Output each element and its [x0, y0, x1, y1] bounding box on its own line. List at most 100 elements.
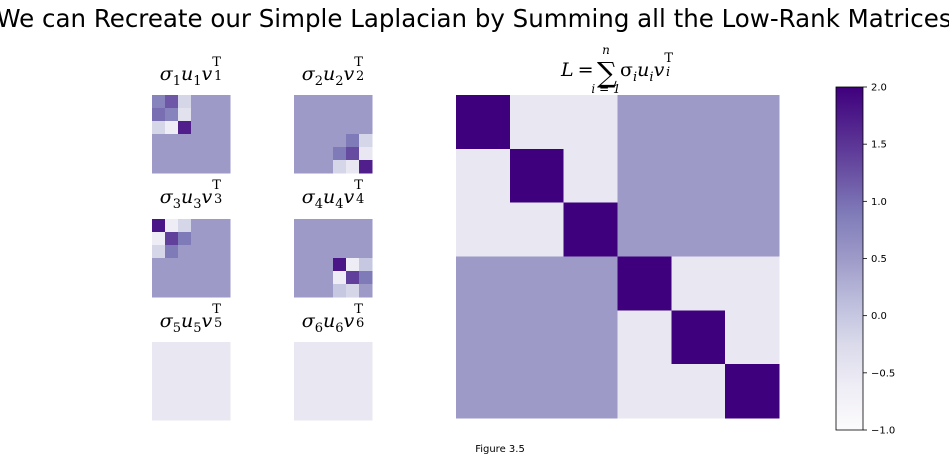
small-panel-6-cell-r4-c4 [346, 394, 360, 408]
panel-2-sup-t: T [354, 55, 363, 70]
panel-3-sym-u: u [181, 186, 193, 208]
small-panel-6-cell-r4-c5 [359, 394, 373, 408]
small-panel-2-cell-r4-c0 [294, 147, 308, 161]
small-panel-1-cell-r0-c3 [191, 95, 205, 109]
laplacian-title-lhs: L = [560, 59, 594, 81]
small-panel-2-cell-r3-c4 [346, 134, 360, 148]
small-panel-1-cell-r2-c2 [178, 121, 192, 135]
small-panel-1-cell-r1-c3 [191, 108, 205, 122]
small-panel-6-cell-r0-c5 [359, 342, 373, 356]
small-panel-2-cell-r3-c1 [307, 134, 321, 148]
small-panel-3-cell-r0-c5 [217, 219, 231, 233]
panel-4-sym-sigma: σ [302, 186, 316, 208]
panel-6-sym-sigma: σ [302, 310, 316, 332]
panel-3-sub-u: 3 [193, 197, 201, 212]
small-panel-1-cell-r3-c0 [152, 134, 166, 148]
small-panel-6-cell-r1-c4 [346, 355, 360, 369]
small-panel-1-cell-r5-c3 [191, 160, 205, 174]
small-panel-2-cell-r1-c5 [359, 108, 373, 122]
small-panel-3-cell-r3-c3 [191, 258, 205, 272]
small-panel-6-cell-r3-c1 [307, 381, 321, 395]
small-panel-5-cell-r2-c4 [204, 368, 218, 382]
small-panel-6-cell-r3-c2 [320, 381, 334, 395]
small-panel-4-cell-r5-c2 [320, 284, 334, 298]
small-panel-3-cell-r5-c3 [191, 284, 205, 298]
laplacian-sum-lower: i = 1 [591, 82, 620, 96]
small-panel-3-cell-r3-c1 [165, 258, 179, 272]
laplacian-cell-r4-c1 [509, 310, 564, 365]
small-panel-5-cell-r5-c2 [178, 407, 192, 421]
small-panel-1-cell-r5-c1 [165, 160, 179, 174]
small-panel-4-cell-r2-c3 [333, 245, 347, 259]
small-panel-3-cell-r2-c0 [152, 245, 166, 259]
panel-1-sub-v: 1 [214, 69, 222, 84]
small-panel-3-cell-r2-c3 [191, 245, 205, 259]
small-panel-3-cell-r4-c4 [204, 271, 218, 285]
small-panel-4-cell-r2-c1 [307, 245, 321, 259]
panel-4-sup-t: T [354, 178, 363, 193]
small-panel-4-cell-r1-c0 [294, 232, 308, 246]
small-panel-2-cell-r2-c1 [307, 121, 321, 135]
small-panel-1-cell-r1-c2 [178, 108, 192, 122]
small-panel-6-cell-r0-c3 [333, 342, 347, 356]
colorbar-tick-label-4: 0.0 [871, 311, 887, 322]
panel-2-sym-u: u [323, 63, 335, 85]
panel-2-sym-sigma: σ [302, 63, 316, 85]
small-panel-3-cell-r0-c0 [152, 219, 166, 233]
small-panel-6-cell-r1-c5 [359, 355, 373, 369]
small-panel-4-cell-r5-c5 [359, 284, 373, 298]
small-panel-3-cell-r0-c3 [191, 219, 205, 233]
small-panel-5-cell-r0-c2 [178, 342, 192, 356]
small-panel-6-cell-r1-c1 [307, 355, 321, 369]
laplacian-cell-r0-c5 [725, 95, 780, 150]
small-panel-4: σ4u4vT 4 [294, 178, 373, 298]
panel-1-sym-u: u [181, 63, 193, 85]
panel-4-sym-v: v [344, 186, 355, 208]
small-panel-6-cell-r5-c2 [320, 407, 334, 421]
laplacian-cell-r0-c2 [563, 95, 618, 150]
small-panel-1-cell-r3-c5 [217, 134, 231, 148]
small-panel-3-cell-r0-c2 [178, 219, 192, 233]
small-panel-2-cell-r3-c2 [320, 134, 334, 148]
small-panel-4-cell-r0-c4 [346, 219, 360, 233]
small-panel-4-cell-r1-c4 [346, 232, 360, 246]
small-panel-6-cell-r0-c1 [307, 342, 321, 356]
small-panel-2-cell-r2-c2 [320, 121, 334, 135]
small-panel-4-cell-r4-c1 [307, 271, 321, 285]
panel-1-sym-sigma: σ [160, 63, 174, 85]
laplacian-term-part-3: i [649, 70, 653, 85]
small-panel-1-cell-r2-c5 [217, 121, 231, 135]
small-panel-3: σ3u3vT 3 [152, 178, 231, 298]
small-panel-2-cell-r5-c1 [307, 160, 321, 174]
small-panel-1-cell-r4-c4 [204, 147, 218, 161]
small-panel-1-cell-r5-c2 [178, 160, 192, 174]
small-panel-4-cell-r1-c5 [359, 232, 373, 246]
laplacian-term-part-4: v [654, 59, 665, 81]
small-panel-5-cell-r5-c1 [165, 407, 179, 421]
small-panel-3-cell-r1-c5 [217, 232, 231, 246]
small-panel-6-cell-r4-c2 [320, 394, 334, 408]
small-panel-4-cell-r2-c0 [294, 245, 308, 259]
colorbar-tick-label-6: −1.0 [871, 426, 895, 437]
small-panel-1-cell-r4-c1 [165, 147, 179, 161]
small-panel-3-cell-r1-c0 [152, 232, 166, 246]
small-panel-4-cell-r1-c1 [307, 232, 321, 246]
colorbar-tick-label-3: 0.5 [871, 254, 887, 265]
small-panel-6-cell-r3-c0 [294, 381, 308, 395]
small-panel-1-cell-r3-c2 [178, 134, 192, 148]
panel-6-sym-u: u [323, 310, 335, 332]
small-panel-5-cell-r3-c0 [152, 381, 166, 395]
small-panel-2-cell-r4-c3 [333, 147, 347, 161]
colorbar-tick-label-2: 1.0 [871, 197, 887, 208]
small-panel-1-cell-r2-c1 [165, 121, 179, 135]
panel-3-sup-t: T [212, 178, 221, 193]
small-panel-5-cell-r3-c1 [165, 381, 179, 395]
small-panel-5-cell-r3-c2 [178, 381, 192, 395]
small-panel-1-cell-r4-c0 [152, 147, 166, 161]
colorbar-tick-label-0: 2.0 [871, 83, 887, 94]
small-panel-4-cell-r3-c5 [359, 258, 373, 272]
small-panel-4-cell-r3-c0 [294, 258, 308, 272]
small-panel-6-cell-r0-c0 [294, 342, 308, 356]
